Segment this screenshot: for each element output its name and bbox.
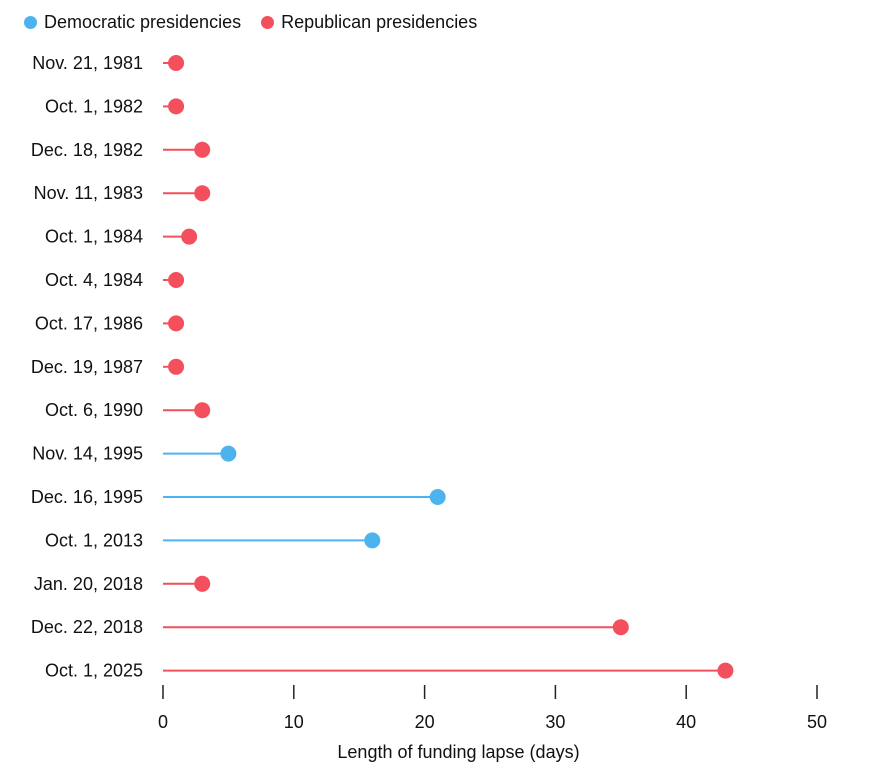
lollipop-dot bbox=[168, 55, 185, 71]
category-label: Oct. 1, 1982 bbox=[45, 96, 143, 116]
lollipop-dot bbox=[194, 141, 211, 158]
lollipop-dot bbox=[168, 272, 185, 288]
x-tick-label: 50 bbox=[807, 712, 827, 732]
legend-item-democratic: Democratic presidencies bbox=[24, 12, 241, 33]
lollipop-dot bbox=[194, 185, 211, 202]
lollipop-dot bbox=[194, 575, 211, 592]
category-label: Oct. 6, 1990 bbox=[45, 400, 143, 420]
lollipop-dot bbox=[612, 619, 629, 636]
x-axis-title: Length of funding lapse (days) bbox=[337, 742, 579, 762]
lollipop-dot bbox=[194, 402, 211, 419]
legend-label-republican: Republican presidencies bbox=[281, 11, 478, 32]
x-tick-label: 0 bbox=[158, 712, 168, 732]
x-tick-label: 30 bbox=[545, 712, 565, 732]
legend-item-republican: Republican presidencies bbox=[261, 12, 477, 33]
legend-swatch-republican bbox=[261, 15, 275, 29]
x-tick-label: 10 bbox=[284, 712, 304, 732]
category-label: Nov. 14, 1995 bbox=[32, 444, 143, 464]
lollipop-dot bbox=[168, 315, 185, 332]
lollipop-dot bbox=[181, 228, 198, 245]
category-label: Dec. 18, 1982 bbox=[31, 140, 143, 160]
lollipop-dot bbox=[168, 98, 185, 115]
category-label: Oct. 4, 1984 bbox=[45, 270, 143, 290]
category-label: Nov. 11, 1983 bbox=[34, 183, 143, 203]
category-label: Dec. 22, 2018 bbox=[31, 617, 143, 637]
lollipop-dot bbox=[429, 489, 446, 505]
legend-swatch-democratic bbox=[24, 15, 37, 29]
category-label: Jan. 20, 2018 bbox=[34, 574, 143, 594]
lollipop-dot bbox=[364, 532, 381, 549]
category-label: Oct. 1, 2013 bbox=[45, 530, 143, 550]
chart-legend: Democratic presidencies Republican presi… bbox=[24, 10, 497, 34]
lollipop-dot bbox=[717, 662, 734, 679]
category-label: Oct. 1, 1984 bbox=[45, 227, 143, 247]
legend-label-democratic: Democratic presidencies bbox=[44, 11, 242, 32]
lollipop-dot bbox=[220, 445, 237, 462]
lollipop-dot bbox=[168, 358, 185, 375]
x-tick-label: 40 bbox=[676, 712, 696, 732]
category-label: Dec. 16, 1995 bbox=[31, 487, 143, 507]
category-label: Oct. 1, 2025 bbox=[45, 661, 143, 681]
category-label: Oct. 17, 1986 bbox=[35, 313, 143, 333]
x-tick-label: 20 bbox=[415, 712, 435, 732]
category-label: Dec. 19, 1987 bbox=[31, 357, 143, 377]
category-label: Nov. 21, 1981 bbox=[32, 53, 143, 73]
